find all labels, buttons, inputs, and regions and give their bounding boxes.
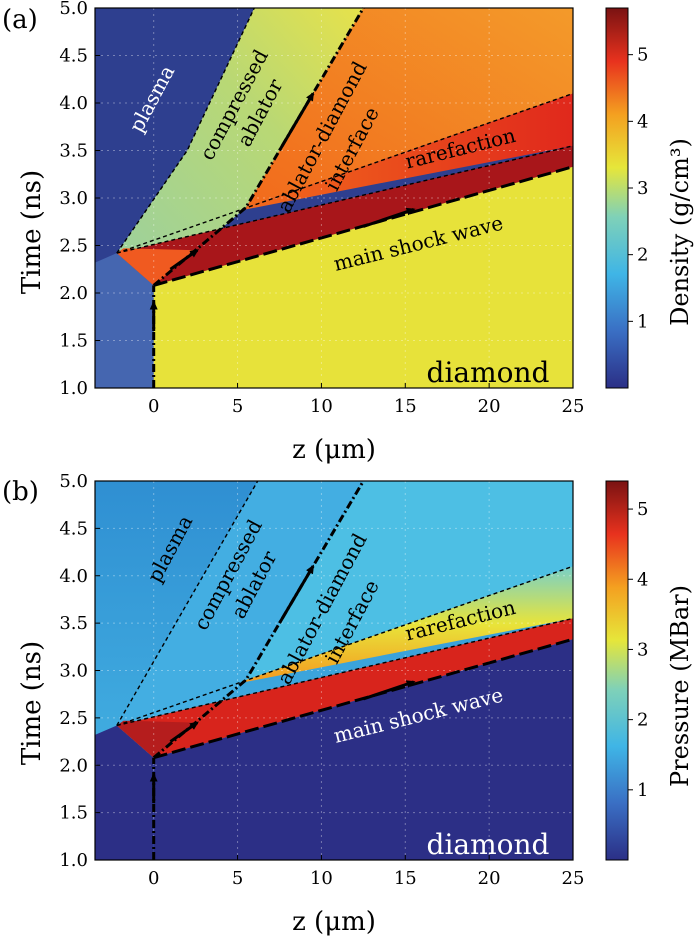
y-tick-label: 3.5 [59, 613, 88, 634]
x-tick-label: 20 [478, 396, 501, 417]
y-tick-label: 1.0 [59, 850, 88, 871]
y-tick-label: 3.0 [59, 661, 88, 682]
x-tick-label: 0 [148, 868, 159, 889]
colorbar-tick-label: 5 [637, 45, 648, 66]
x-tick-label: 15 [394, 396, 417, 417]
x-tick-label: 0 [148, 396, 159, 417]
colorbar-tick-label: 4 [637, 569, 648, 590]
y-tick-label: 2.5 [59, 708, 88, 729]
y-tick-label: 2.0 [59, 283, 88, 304]
y-tick-label: 4.5 [59, 46, 88, 67]
colorbar-tick-label: 3 [637, 639, 648, 660]
panel-b: 0 5 10 15 20 251.01.52.02.53.03.54.04.55.0 (b… [2, 471, 694, 937]
y-axis-label: Time (ns) [17, 170, 47, 294]
colorbar-label: Pressure (MBar) [666, 585, 694, 787]
colorbar-tick-label: 5 [637, 499, 648, 520]
y-tick-label: 4.5 [59, 518, 88, 539]
colorbar: 1 2 3 4 5 Density (g/cm³) [605, 7, 694, 389]
rarefaction-line [116, 617, 574, 727]
arrow [278, 91, 315, 152]
heatmap-region-ablator [95, 725, 154, 860]
panel-a: 0 5 10 15 20 251.01.52.02.53.03.54.04.55.0 (a… [2, 0, 694, 465]
heatmap-region-wedge [116, 248, 196, 286]
y-tick-label: 2.0 [59, 755, 88, 776]
heatmap-region-wedge [116, 720, 196, 758]
y-tick-label: 4.0 [59, 566, 88, 587]
y-tick-label: 2.5 [59, 236, 88, 257]
y-tick-label: 3.0 [59, 188, 88, 209]
panel-label: (b) [2, 477, 39, 507]
x-tick-label: 5 [232, 868, 243, 889]
heatmap-region-downstream [245, 481, 573, 680]
colorbar-tick-label: 4 [637, 111, 648, 132]
colorbar-tick-label: 1 [637, 311, 648, 332]
colorbar-tick-label: 2 [637, 245, 648, 266]
colorbar-gradient [605, 7, 629, 389]
colorbar-label: Density (g/cm³) [666, 138, 694, 326]
colorbar-gradient [605, 480, 629, 861]
colorbar: 1 2 3 4 5 Pressure (MBar) [605, 480, 694, 861]
rarefaction-line [116, 145, 574, 254]
heatmap-region-diamond [153, 166, 573, 388]
x-tick-label: 10 [310, 396, 333, 417]
y-tick-label: 4.0 [59, 93, 88, 114]
heatmap-region-diamond [153, 639, 573, 860]
x-axis-label: z (μm) [292, 907, 376, 937]
y-tick-label: 5.0 [59, 471, 88, 492]
x-tick-label: 25 [562, 396, 585, 417]
x-tick-label: 20 [478, 868, 501, 889]
y-tick-label: 1.5 [59, 803, 88, 824]
heatmap-region-shocked-diamond [116, 618, 574, 758]
colorbar-tick-label: 3 [637, 178, 648, 199]
y-tick-label: 3.5 [59, 141, 88, 162]
heatmap-region-ablator [95, 253, 154, 388]
colorbar-tick-label: 1 [637, 780, 648, 801]
heatmap-region-shocked-diamond [116, 145, 574, 286]
arrow [362, 680, 416, 701]
y-tick-label: 1.5 [59, 331, 88, 352]
arrow [362, 207, 416, 228]
arrow [169, 249, 199, 271]
y-tick-label: 1.0 [59, 378, 88, 399]
heatmap-region-compressed-ablator [116, 481, 364, 758]
colorbar-tick-label: 2 [637, 710, 648, 731]
arrow [169, 721, 199, 743]
x-tick-label: 10 [310, 868, 333, 889]
rarefaction-upper-line [116, 565, 574, 727]
ablation-front-line [116, 480, 259, 726]
heatmap-region-downstream [245, 8, 573, 208]
y-tick-label: 5.0 [59, 0, 88, 19]
annotation-diamond: diamond [427, 356, 550, 389]
x-tick-label: 25 [562, 868, 585, 889]
heatmap-region-compressed-ablator [116, 8, 364, 286]
x-axis-label: z (μm) [292, 435, 376, 465]
panel-label: (a) [2, 5, 38, 35]
annotation-diamond: diamond [427, 828, 550, 861]
arrow [278, 564, 315, 624]
x-tick-label: 15 [394, 868, 417, 889]
y-axis-label: Time (ns) [17, 641, 47, 765]
rarefaction-upper-line [116, 92, 574, 254]
x-tick-label: 5 [232, 396, 243, 417]
